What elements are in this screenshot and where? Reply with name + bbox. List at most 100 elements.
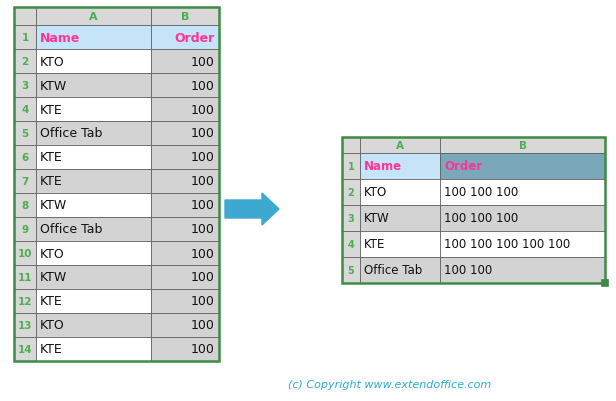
Bar <box>36 241 151 265</box>
Bar <box>151 265 219 289</box>
Bar <box>440 138 605 154</box>
Text: 4: 4 <box>347 239 354 249</box>
Text: 2: 2 <box>347 188 354 198</box>
Text: 100: 100 <box>191 151 215 164</box>
Bar <box>36 74 151 98</box>
Text: KTO: KTO <box>40 55 65 68</box>
Bar <box>14 313 36 337</box>
Bar <box>151 122 219 146</box>
Bar <box>151 217 219 241</box>
Text: KTO: KTO <box>364 186 387 199</box>
Text: 6: 6 <box>22 153 28 162</box>
Text: A: A <box>89 12 98 22</box>
Bar <box>14 26 36 50</box>
Text: 100: 100 <box>191 103 215 116</box>
Text: B: B <box>519 141 527 151</box>
Text: 100: 100 <box>191 79 215 92</box>
Bar <box>14 265 36 289</box>
Bar <box>440 180 605 205</box>
Text: KTW: KTW <box>40 79 67 92</box>
Bar <box>151 313 219 337</box>
Bar <box>342 138 360 154</box>
Text: 9: 9 <box>22 225 28 235</box>
Bar <box>360 205 440 231</box>
Bar <box>14 194 36 217</box>
Text: 11: 11 <box>18 272 32 282</box>
Bar <box>151 50 219 74</box>
Bar <box>14 8 219 361</box>
Text: 3: 3 <box>22 81 28 91</box>
Bar <box>14 74 36 98</box>
Bar <box>360 257 440 283</box>
Bar <box>14 98 36 122</box>
Bar <box>36 194 151 217</box>
Bar <box>14 170 36 194</box>
Text: 100 100 100 100 100: 100 100 100 100 100 <box>444 238 570 251</box>
Text: 100: 100 <box>191 175 215 188</box>
Text: KTW: KTW <box>40 199 67 212</box>
Text: KTO: KTO <box>40 319 65 332</box>
Text: Name: Name <box>40 31 80 45</box>
Bar <box>440 257 605 283</box>
Bar <box>360 154 440 180</box>
Text: 100: 100 <box>191 223 215 236</box>
Text: KTO: KTO <box>40 247 65 260</box>
Bar <box>36 26 151 50</box>
Bar <box>342 231 360 257</box>
Text: KTW: KTW <box>40 271 67 284</box>
Bar <box>36 170 151 194</box>
Text: KTE: KTE <box>40 295 63 308</box>
Text: 100: 100 <box>191 319 215 332</box>
Text: 14: 14 <box>18 344 32 354</box>
Text: Order: Order <box>175 31 215 45</box>
Bar <box>36 313 151 337</box>
Text: 7: 7 <box>22 176 29 186</box>
Bar <box>36 265 151 289</box>
Text: 100: 100 <box>191 55 215 68</box>
Text: 100: 100 <box>191 127 215 140</box>
Bar <box>151 74 219 98</box>
Bar <box>360 231 440 257</box>
Bar <box>36 337 151 361</box>
Bar <box>151 170 219 194</box>
Text: 1: 1 <box>22 33 28 43</box>
Bar <box>342 257 360 283</box>
Bar <box>14 241 36 265</box>
Bar <box>360 138 440 154</box>
Bar <box>342 154 360 180</box>
Text: KTE: KTE <box>40 342 63 356</box>
Text: Office Tab: Office Tab <box>40 127 102 140</box>
Text: Order: Order <box>444 160 482 173</box>
Bar <box>14 122 36 146</box>
Bar <box>151 337 219 361</box>
Text: 10: 10 <box>18 248 32 258</box>
Bar <box>151 98 219 122</box>
Text: 100 100 100: 100 100 100 <box>444 186 518 199</box>
Text: Office Tab: Office Tab <box>40 223 102 236</box>
Text: 13: 13 <box>18 320 32 330</box>
Text: KTE: KTE <box>40 175 63 188</box>
Text: 1: 1 <box>347 162 354 172</box>
Text: KTW: KTW <box>364 212 390 225</box>
Bar <box>14 289 36 313</box>
Bar <box>440 154 605 180</box>
Text: A: A <box>396 141 404 151</box>
Bar <box>36 289 151 313</box>
Text: KTE: KTE <box>364 238 386 251</box>
Text: 5: 5 <box>347 265 354 275</box>
Bar <box>36 8 151 26</box>
Text: 2: 2 <box>22 57 28 67</box>
Bar <box>151 194 219 217</box>
Text: KTE: KTE <box>40 151 63 164</box>
Bar <box>342 205 360 231</box>
Bar <box>14 50 36 74</box>
Bar <box>36 146 151 170</box>
Bar <box>151 26 219 50</box>
Bar <box>440 231 605 257</box>
Text: 100: 100 <box>191 271 215 284</box>
Text: 3: 3 <box>347 213 354 223</box>
Bar <box>151 289 219 313</box>
Bar <box>14 146 36 170</box>
Bar <box>36 122 151 146</box>
Text: KTE: KTE <box>40 103 63 116</box>
